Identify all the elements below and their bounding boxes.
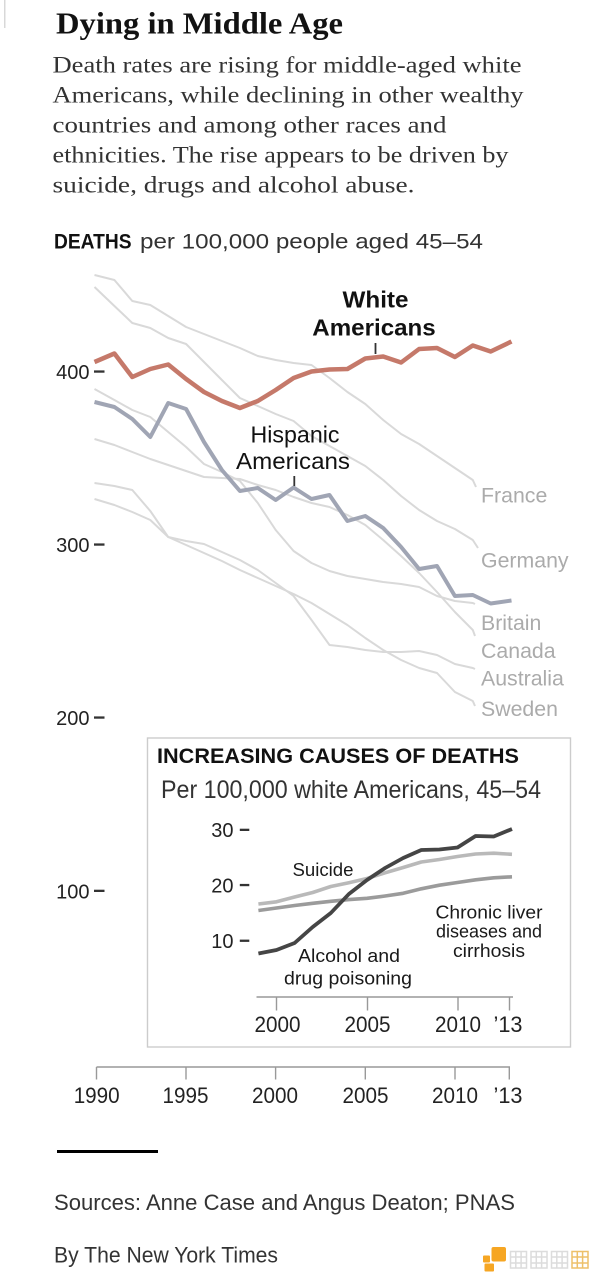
svg-text:2010: 2010 (435, 1012, 481, 1037)
svg-text:2005: 2005 (343, 1083, 389, 1108)
svg-text:Death rates are rising for mid: Death rates are rising for middle-aged w… (53, 53, 522, 78)
svg-text:drug poisoning: drug poisoning (284, 968, 412, 989)
svg-text:Suicide: Suicide (293, 859, 354, 880)
svg-text:White: White (343, 287, 409, 313)
svg-text:Hispanic: Hispanic (251, 422, 340, 448)
svg-text:Canada: Canada (481, 639, 556, 663)
svg-text:2010: 2010 (432, 1083, 478, 1108)
svg-text:2000: 2000 (255, 1012, 301, 1037)
svg-text:Dying in Middle Age: Dying in Middle Age (56, 6, 343, 41)
svg-text:Australia: Australia (481, 667, 564, 691)
svg-text:300: 300 (56, 535, 89, 557)
svg-text:diseases and: diseases and (436, 921, 542, 942)
svg-text:200: 200 (56, 708, 89, 730)
svg-text:suicide, drugs and alcohol abu: suicide, drugs and alcohol abuse. (53, 173, 415, 198)
svg-text:Germany: Germany (481, 549, 569, 573)
svg-text:Sources: Anne Case and Angus D: Sources: Anne Case and Angus Deaton; PNA… (54, 1190, 515, 1215)
svg-text:ethnicities. The rise appears: ethnicities. The rise appears to be driv… (53, 143, 510, 168)
svg-text:’13: ’13 (494, 1012, 523, 1037)
svg-text:400: 400 (56, 362, 89, 384)
svg-text:Alcohol and: Alcohol and (298, 945, 400, 966)
svg-text:30: 30 (211, 820, 233, 842)
svg-text:Americans, while declining in: Americans, while declining in other weal… (53, 83, 525, 108)
svg-text:Britain: Britain (481, 611, 541, 635)
svg-text:Chronic liver: Chronic liver (436, 902, 543, 923)
svg-text:100: 100 (56, 881, 89, 903)
svg-text:20: 20 (211, 875, 233, 897)
svg-text:Americans: Americans (312, 315, 436, 341)
svg-text:Sweden: Sweden (481, 697, 558, 721)
svg-text:countries and among other race: countries and among other races and (53, 113, 448, 138)
svg-text:2000: 2000 (252, 1083, 298, 1108)
svg-text:cirrhosis: cirrhosis (453, 940, 525, 961)
svg-text:France: France (481, 484, 547, 508)
svg-text:10: 10 (211, 931, 233, 953)
svg-text:Americans: Americans (236, 448, 350, 474)
svg-text:By The New York Times: By The New York Times (54, 1243, 278, 1268)
svg-text:’13: ’13 (494, 1083, 523, 1108)
svg-text:1995: 1995 (163, 1083, 209, 1108)
svg-text:Per 100,000 white Americans, 4: Per 100,000 white Americans, 45–54 (161, 776, 541, 804)
svg-text:INCREASING CAUSES OF DEATHS: INCREASING CAUSES OF DEATHS (157, 745, 519, 768)
svg-text:1990: 1990 (74, 1083, 120, 1108)
svg-text:2005: 2005 (345, 1012, 391, 1037)
